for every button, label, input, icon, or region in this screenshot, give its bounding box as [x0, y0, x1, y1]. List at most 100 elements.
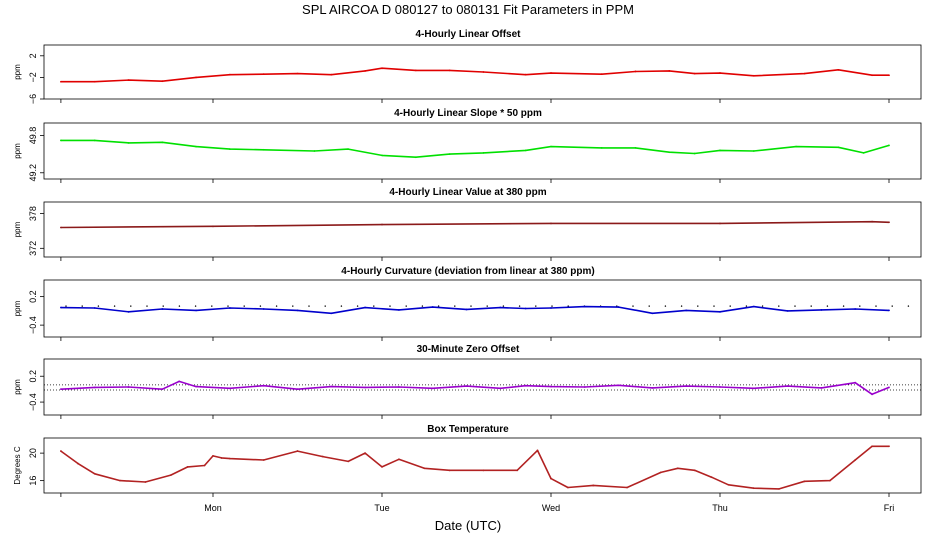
reference-dot	[502, 305, 505, 307]
data-point	[651, 312, 654, 315]
data-point	[685, 385, 688, 388]
data-point	[381, 67, 383, 70]
x-tick-label: Tue	[374, 503, 389, 513]
data-point	[262, 384, 265, 387]
y-tick-label: 0.2	[28, 290, 38, 303]
data-point	[482, 469, 485, 472]
x-tick-label: Mon	[204, 503, 222, 513]
data-point	[431, 306, 434, 308]
data-point	[414, 69, 417, 72]
y-tick-label: 49.2	[28, 164, 38, 182]
data-point	[710, 476, 713, 479]
data-point	[448, 153, 451, 156]
panel-title: Box Temperature	[427, 424, 509, 435]
data-point	[347, 460, 350, 463]
data-point	[617, 384, 620, 387]
data-point	[592, 484, 595, 487]
data-point	[820, 386, 823, 389]
data-point	[381, 223, 383, 226]
data-point	[719, 386, 721, 388]
y-tick-label: −2	[28, 72, 38, 82]
data-point	[536, 449, 539, 452]
data-point	[127, 310, 130, 313]
data-point	[381, 154, 383, 157]
data-point	[398, 458, 400, 461]
series-line	[60, 305, 890, 315]
y-tick-label: −0.4	[28, 393, 38, 411]
y-axis-label: ppm	[13, 221, 22, 237]
data-point	[465, 385, 468, 388]
data-point	[229, 73, 231, 76]
data-point	[313, 150, 316, 152]
reference-dot	[178, 305, 181, 307]
data-point	[499, 387, 502, 390]
data-point	[178, 380, 181, 383]
data-point	[550, 145, 552, 148]
data-point	[524, 149, 527, 152]
data-point	[381, 465, 383, 468]
y-axis-label: Degrees C	[13, 446, 22, 484]
data-point	[161, 308, 164, 310]
data-point	[321, 455, 324, 458]
reference-dot	[373, 305, 375, 307]
data-point	[634, 146, 637, 149]
data-point	[195, 145, 198, 148]
data-point	[195, 76, 198, 79]
y-axis-label: ppm	[13, 379, 22, 395]
y-axis-label: ppm	[13, 300, 22, 316]
panel-title: 4-Hourly Linear Offset	[415, 29, 521, 40]
data-point	[161, 141, 164, 144]
data-point	[550, 222, 552, 225]
data-point	[330, 312, 333, 315]
reference-dot	[632, 305, 634, 307]
data-point	[837, 68, 840, 71]
data-point	[161, 388, 164, 391]
series-line	[60, 380, 890, 396]
data-point	[127, 142, 130, 144]
data-point	[676, 467, 679, 470]
reference-dot	[97, 305, 100, 307]
y-axis-label: ppm	[13, 64, 22, 80]
data-point	[854, 459, 857, 461]
chart-main-title: SPL AIRCOA D 080127 to 080131 Fit Parame…	[302, 2, 634, 17]
data-point	[854, 308, 857, 310]
data-point	[169, 474, 172, 477]
reference-dot	[81, 305, 83, 307]
data-point	[296, 450, 299, 452]
data-point	[60, 80, 62, 83]
reference-dot	[227, 305, 229, 307]
data-point	[229, 457, 231, 460]
reference-dot	[65, 305, 67, 307]
data-point	[888, 386, 890, 389]
x-tick-label: Wed	[542, 503, 560, 513]
data-point	[60, 139, 62, 142]
data-point	[93, 139, 96, 142]
reference-dot	[794, 305, 796, 307]
data-point	[448, 469, 451, 472]
data-point	[752, 305, 755, 308]
reference-dot	[421, 305, 424, 307]
data-point	[398, 386, 400, 388]
data-point	[465, 308, 468, 311]
y-tick-label: 16	[28, 476, 38, 486]
data-point	[550, 385, 552, 388]
data-point	[727, 483, 730, 486]
x-axis-title: Date (UTC)	[434, 518, 502, 533]
data-point	[60, 388, 62, 391]
data-point	[854, 381, 857, 384]
series-line	[60, 139, 890, 158]
data-point	[212, 225, 214, 228]
data-point	[752, 150, 755, 152]
data-point	[212, 454, 214, 457]
data-point	[262, 73, 265, 76]
data-point	[888, 445, 890, 448]
data-point	[229, 148, 231, 151]
data-point	[871, 74, 873, 77]
reference-dot	[211, 305, 213, 307]
data-point	[752, 387, 755, 390]
data-point	[668, 151, 671, 154]
reference-dot	[275, 305, 278, 307]
data-point	[414, 156, 417, 159]
reference-dot	[680, 305, 683, 307]
data-point	[871, 445, 873, 448]
